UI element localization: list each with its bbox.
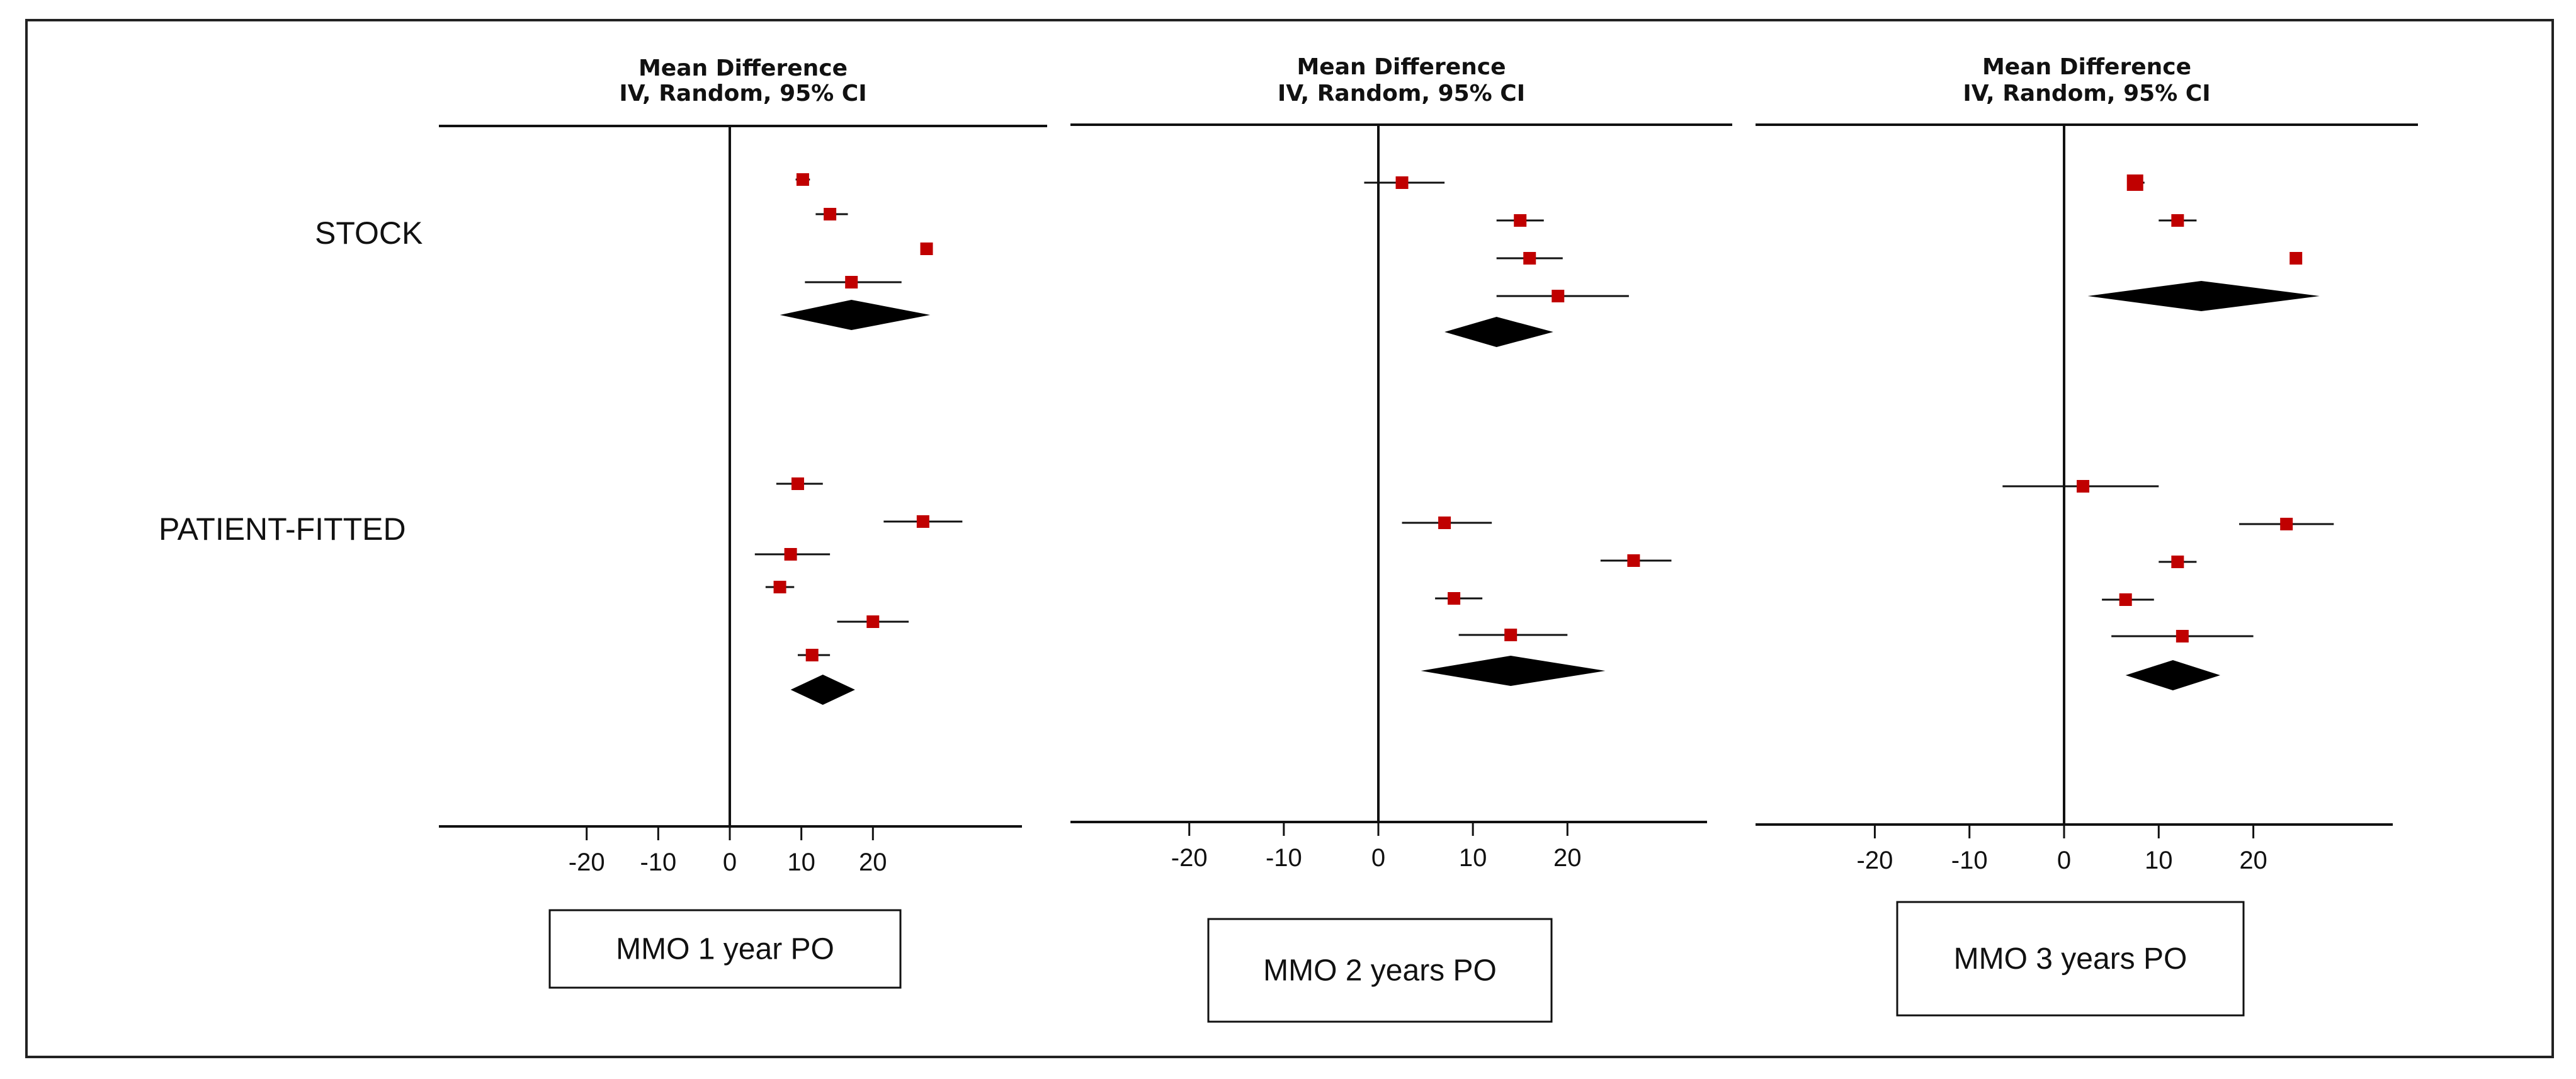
x-tick-label: 0	[2057, 847, 2071, 874]
x-tick-label: 10	[1459, 844, 1487, 872]
study-point	[2126, 174, 2143, 191]
x-tick-label: 20	[859, 848, 887, 876]
panel-header-line-2: IV, Random, 95% CI	[619, 81, 866, 106]
study-point	[2119, 593, 2132, 606]
group-label-patient-fitted: PATIENT-FITTED	[159, 511, 406, 547]
study-point	[2289, 252, 2303, 265]
study-point	[2171, 556, 2184, 568]
study-point	[2176, 630, 2189, 642]
panel-label-box	[1896, 901, 2245, 1017]
study-point	[845, 276, 858, 288]
x-tick-label: 0	[1371, 844, 1385, 872]
study-point	[2280, 518, 2293, 530]
x-tick-label: -20	[1857, 847, 1893, 874]
panel-label-box	[548, 909, 902, 989]
x-tick-label: -10	[1266, 844, 1302, 872]
pooled-diamond	[1444, 317, 1553, 347]
pooled-diamond	[2087, 281, 2320, 311]
study-point	[866, 615, 880, 628]
panel-header-line-2: IV, Random, 95% CI	[1963, 81, 2210, 106]
x-tick-label: 20	[2239, 847, 2267, 874]
pooled-diamond	[780, 300, 931, 330]
study-point	[920, 243, 933, 255]
study-point	[796, 173, 809, 186]
panel-label: MMO 3 years PO	[1954, 942, 2187, 976]
study-point	[773, 581, 786, 593]
study-point	[1448, 592, 1461, 605]
x-tick-label: 10	[2145, 847, 2173, 874]
study-point	[1627, 554, 1640, 567]
study-point	[2171, 214, 2184, 227]
panel-header-line-1: Mean Difference	[638, 55, 848, 81]
study-point	[784, 548, 797, 561]
study-point	[1438, 517, 1451, 529]
panel-header-line-1: Mean Difference	[1297, 54, 1506, 80]
x-tick-label: 0	[723, 848, 737, 876]
study-point	[791, 477, 804, 490]
panel-header-line-2: IV, Random, 95% CI	[1278, 81, 1525, 106]
study-point	[1552, 290, 1565, 302]
x-tick-label: -10	[1951, 847, 1988, 874]
figure-frame	[25, 19, 2554, 1058]
panel-label-box	[1207, 918, 1553, 1023]
panel-header-line-1: Mean Difference	[1982, 54, 2191, 80]
study-point	[1395, 176, 1409, 189]
pooled-diamond	[2125, 660, 2220, 690]
panel-label: MMO 1 year PO	[616, 933, 834, 966]
x-tick-label: -20	[1171, 844, 1208, 872]
study-point	[1523, 252, 1536, 265]
study-point	[1504, 629, 1518, 641]
study-point	[916, 515, 929, 528]
study-point	[805, 649, 819, 661]
x-tick-label: 20	[1553, 844, 1582, 872]
panel-label: MMO 2 years PO	[1263, 954, 1497, 988]
pooled-diamond	[1421, 656, 1606, 686]
pooled-diamond	[790, 675, 855, 705]
x-tick-label: 10	[787, 848, 815, 876]
x-tick-label: -20	[569, 848, 605, 876]
study-point	[1514, 214, 1527, 227]
group-label-stock: STOCK	[315, 215, 423, 251]
study-point	[824, 208, 837, 220]
x-tick-label: -10	[640, 848, 676, 876]
study-point	[2077, 480, 2090, 493]
